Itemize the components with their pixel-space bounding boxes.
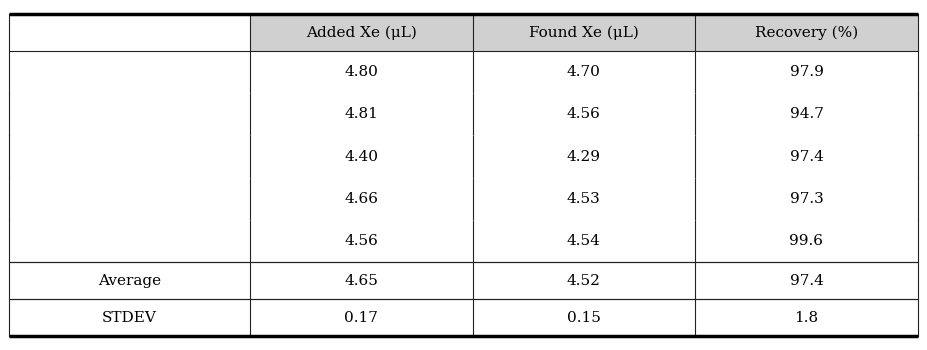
Bar bbox=[473, 135, 695, 178]
Text: Average: Average bbox=[98, 274, 161, 288]
Text: 4.65: 4.65 bbox=[344, 274, 378, 288]
Bar bbox=[473, 220, 695, 262]
Text: STDEV: STDEV bbox=[102, 310, 157, 324]
Text: 97.3: 97.3 bbox=[790, 192, 823, 206]
Bar bbox=[473, 51, 695, 93]
Bar bbox=[695, 262, 918, 299]
Bar bbox=[695, 93, 918, 135]
Text: 0.17: 0.17 bbox=[344, 310, 378, 324]
Bar bbox=[473, 14, 695, 51]
Bar bbox=[695, 178, 918, 220]
Text: 4.40: 4.40 bbox=[344, 149, 378, 163]
Bar bbox=[250, 178, 473, 220]
Bar bbox=[250, 51, 473, 93]
Text: 4.70: 4.70 bbox=[567, 65, 601, 79]
Bar bbox=[695, 299, 918, 336]
Bar bbox=[9, 51, 250, 93]
Bar bbox=[473, 178, 695, 220]
Bar bbox=[9, 135, 250, 178]
Bar bbox=[473, 262, 695, 299]
Text: 4.52: 4.52 bbox=[567, 274, 601, 288]
Text: Added Xe (μL): Added Xe (μL) bbox=[306, 25, 417, 40]
Text: 4.56: 4.56 bbox=[567, 107, 601, 121]
Text: Found Xe (μL): Found Xe (μL) bbox=[529, 25, 639, 40]
Text: 4.29: 4.29 bbox=[567, 149, 601, 163]
Text: 4.54: 4.54 bbox=[567, 234, 601, 248]
Bar bbox=[473, 93, 695, 135]
Bar bbox=[9, 14, 250, 51]
Text: 4.66: 4.66 bbox=[344, 192, 378, 206]
Bar bbox=[9, 299, 250, 336]
Bar bbox=[250, 262, 473, 299]
Bar bbox=[9, 178, 250, 220]
Text: 4.56: 4.56 bbox=[344, 234, 378, 248]
Text: 4.80: 4.80 bbox=[344, 65, 378, 79]
Text: 97.4: 97.4 bbox=[790, 149, 823, 163]
Bar bbox=[250, 135, 473, 178]
Bar bbox=[695, 51, 918, 93]
Bar bbox=[9, 93, 250, 135]
Bar bbox=[473, 299, 695, 336]
Text: 97.9: 97.9 bbox=[790, 65, 823, 79]
Text: 4.53: 4.53 bbox=[567, 192, 601, 206]
Bar bbox=[250, 14, 473, 51]
Bar bbox=[695, 135, 918, 178]
Bar bbox=[695, 14, 918, 51]
Bar bbox=[9, 220, 250, 262]
Text: 0.15: 0.15 bbox=[567, 310, 601, 324]
Bar bbox=[9, 262, 250, 299]
Bar bbox=[250, 299, 473, 336]
Text: 4.81: 4.81 bbox=[344, 107, 378, 121]
Bar bbox=[250, 93, 473, 135]
Text: Recovery (%): Recovery (%) bbox=[755, 25, 858, 40]
Text: 99.6: 99.6 bbox=[790, 234, 823, 248]
Text: 97.4: 97.4 bbox=[790, 274, 823, 288]
Bar bbox=[695, 220, 918, 262]
Bar bbox=[250, 220, 473, 262]
Text: 1.8: 1.8 bbox=[794, 310, 819, 324]
Text: 94.7: 94.7 bbox=[790, 107, 823, 121]
